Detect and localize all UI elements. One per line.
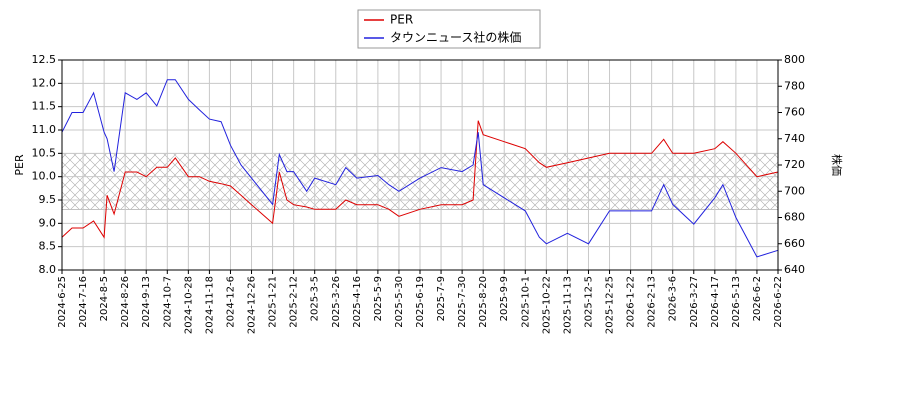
- y-tick-label: 8.5: [39, 240, 57, 253]
- x-tick-label: 2025-8-20: [478, 276, 489, 328]
- x-tick-label: 2025-12-5: [583, 276, 594, 328]
- x-tick-label: 2025-3-5: [310, 276, 321, 321]
- x-tick-label: 2024-11-18: [204, 276, 215, 334]
- y-tick-label: 11.0: [32, 123, 57, 136]
- y-tick-label: 12.5: [32, 53, 57, 66]
- y-tick-label: 12.0: [32, 76, 57, 89]
- y2-tick-label: 740: [784, 132, 805, 145]
- y-tick-label: 9.5: [39, 193, 57, 206]
- legend-box: [357, 9, 541, 49]
- series-line: [61, 79, 779, 258]
- x-tick-label: 2026-3-27: [689, 276, 700, 328]
- y-tick-label: 10.0: [32, 170, 57, 183]
- x-tick-label: 2026-5-13: [731, 276, 742, 328]
- x-tick-label: 2026-3-6: [668, 276, 679, 321]
- x-tick-label: 2024-12-26: [247, 276, 258, 334]
- x-tick-label: 2025-3-26: [331, 276, 342, 328]
- y2-tick-label: 640: [784, 263, 805, 276]
- y2-tick-label: 720: [784, 158, 805, 171]
- series-line: [61, 120, 779, 239]
- x-tick-label: 2024-8-5: [99, 276, 110, 321]
- y-tick-label: 11.5: [32, 100, 57, 113]
- x-tick-label: 2024-9-13: [141, 276, 152, 328]
- x-tick-label: 2025-11-13: [562, 276, 573, 334]
- y2-tick-label: 760: [784, 106, 805, 119]
- legend: PER タウンニュース社の株価: [357, 9, 541, 49]
- x-tick-label: 2026-6-22: [773, 276, 784, 328]
- y2-tick-label: 660: [784, 237, 805, 250]
- x-tick-label: 2025-10-1: [520, 276, 531, 328]
- x-tick-label: 2025-10-22: [541, 276, 552, 334]
- x-tick-label: 2024-8-26: [120, 276, 131, 328]
- x-tick-label: 2024-12-6: [225, 276, 236, 328]
- plot-frame: [61, 59, 779, 271]
- x-tick-label: 2025-5-30: [394, 276, 405, 328]
- y-tick-label: 8.0: [39, 263, 57, 276]
- x-tick-label: 2025-6-19: [415, 276, 426, 328]
- x-tick-label: 2024-7-16: [78, 276, 89, 328]
- x-tick-label: 2024-10-7: [162, 276, 173, 328]
- y-tick-label: 9.0: [39, 216, 57, 229]
- y2-axis-label: 株価: [830, 154, 844, 176]
- x-tick-label: 2026-1-22: [626, 276, 637, 328]
- y2-tick-label: 800: [784, 53, 805, 66]
- y2-tick-label: 780: [784, 79, 805, 92]
- x-tick-label: 2025-9-9: [499, 276, 510, 321]
- legend-label: PER: [390, 13, 413, 27]
- x-tick-label: 2025-5-9: [373, 276, 384, 321]
- x-tick-label: 2026-4-17: [710, 276, 721, 328]
- x-tick-label: 2026-2-13: [647, 276, 658, 328]
- x-tick-label: 2025-12-25: [605, 276, 616, 334]
- x-tick-label: 2024-10-28: [183, 276, 194, 334]
- x-tick-label: 2024-6-25: [57, 276, 68, 328]
- x-tick-label: 2025-1-21: [268, 276, 279, 328]
- x-tick-label: 2026-6-2: [752, 276, 763, 321]
- y-tick-label: 10.5: [32, 146, 57, 159]
- x-tick-label: 2025-4-16: [352, 276, 363, 328]
- y2-tick-label: 680: [784, 211, 805, 224]
- x-tick-label: 2025-7-30: [457, 276, 468, 328]
- x-tick-label: 2025-7-9: [436, 276, 447, 321]
- y-axis-label: PER: [13, 154, 26, 176]
- legend-label: タウンニュース社の株価: [390, 30, 521, 45]
- x-tick-label: 2025-2-12: [289, 276, 300, 328]
- y2-tick-label: 700: [784, 184, 805, 197]
